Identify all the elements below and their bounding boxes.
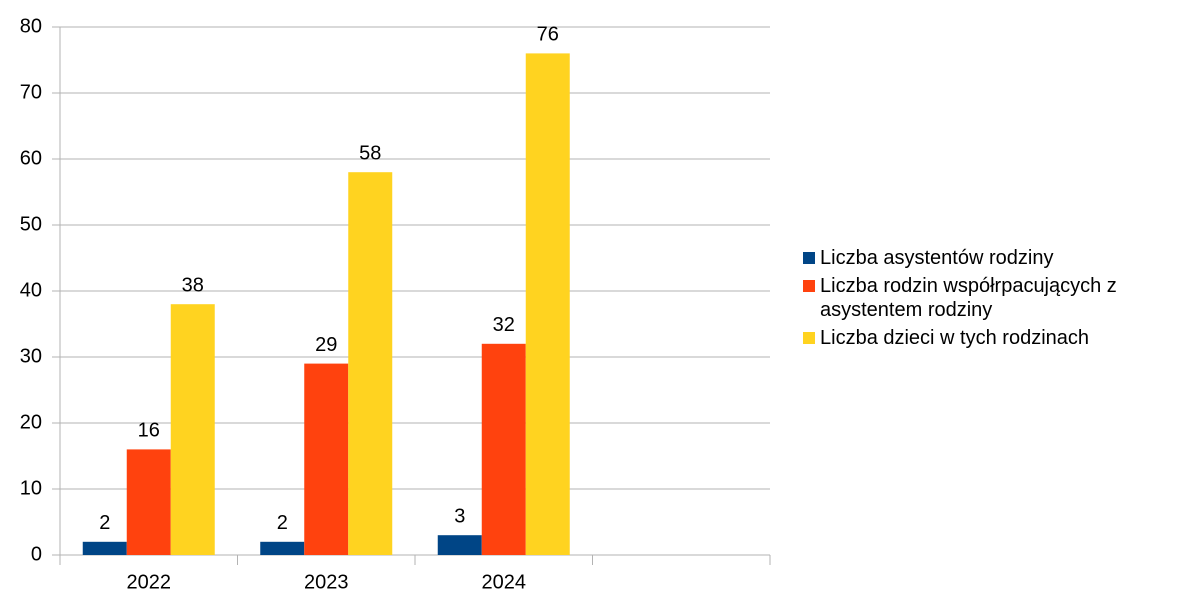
legend-label: Liczba dzieci w tych rodzinach xyxy=(820,327,1090,349)
y-tick-label: 10 xyxy=(20,477,42,499)
x-tick-label: 2024 xyxy=(482,571,527,593)
x-tick-label: 2023 xyxy=(304,571,349,593)
legend-swatch xyxy=(803,332,815,344)
x-tick-label: 2022 xyxy=(127,571,172,593)
y-tick-label: 80 xyxy=(20,15,42,37)
legend-item: Liczba asystentów rodziny xyxy=(803,246,1193,270)
legend-label: Liczba rodzin współrpacujących z asysten… xyxy=(820,275,1117,321)
value-label: 2 xyxy=(99,512,110,534)
bar xyxy=(481,343,526,555)
legend: Liczba asystentów rodziny Liczba rodzin w… xyxy=(803,246,1193,354)
value-label: 38 xyxy=(182,274,204,296)
value-label: 58 xyxy=(359,142,381,164)
value-label: 3 xyxy=(454,505,465,527)
value-label: 29 xyxy=(315,334,337,356)
bar xyxy=(170,304,215,555)
bar xyxy=(348,172,393,555)
y-tick-label: 40 xyxy=(20,279,42,301)
bar xyxy=(437,535,482,555)
y-tick-label: 60 xyxy=(20,147,42,169)
y-tick-label: 20 xyxy=(20,411,42,433)
value-label: 16 xyxy=(138,420,160,442)
bar xyxy=(525,53,570,556)
value-label: 2 xyxy=(277,512,288,534)
bar xyxy=(126,449,171,555)
y-tick-label: 30 xyxy=(20,345,42,367)
bar xyxy=(304,363,349,555)
value-label: 76 xyxy=(537,24,559,46)
y-tick-label: 50 xyxy=(20,213,42,235)
legend-swatch xyxy=(803,252,815,264)
bar xyxy=(260,541,305,555)
legend-item: Liczba rodzin współrpacujących z asysten… xyxy=(803,274,1193,322)
legend-item: Liczba dzieci w tych rodzinach xyxy=(803,326,1193,350)
value-label: 32 xyxy=(493,314,515,336)
legend-swatch xyxy=(803,280,815,292)
y-tick-label: 0 xyxy=(31,543,42,565)
y-tick-label: 70 xyxy=(20,81,42,103)
legend-label: Liczba asystentów rodziny xyxy=(820,247,1054,269)
bar xyxy=(82,541,127,555)
